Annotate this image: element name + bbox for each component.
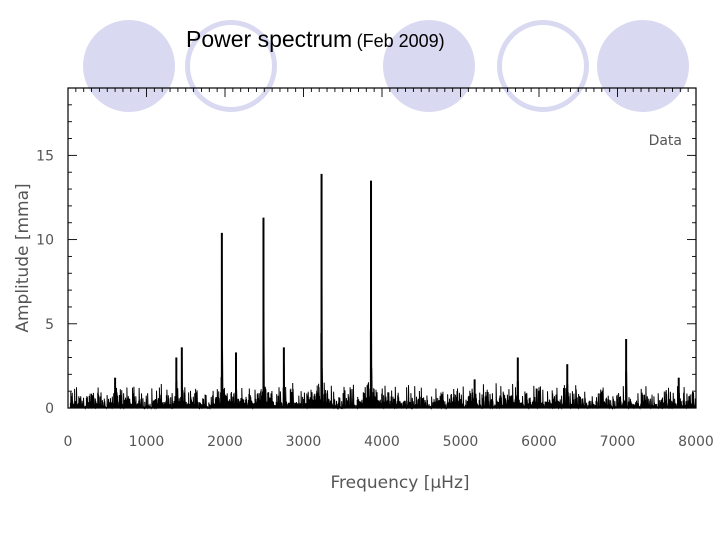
slide-title: Power spectrum (Feb 2009)	[186, 26, 445, 53]
legend-entry-data: Data	[649, 133, 682, 149]
x-tick-label: 7000	[600, 434, 636, 450]
decor-circle-1	[83, 20, 175, 112]
x-axis-label: Frequency [μHz]	[330, 473, 469, 493]
y-tick-label: 15	[36, 148, 54, 164]
y-axis-label: Amplitude [mma]	[13, 183, 33, 332]
decor-circle-4	[497, 20, 589, 112]
decor-circle-3	[383, 20, 475, 112]
plot-frame	[67, 87, 697, 409]
y-tick-label: 10	[36, 233, 54, 249]
y-tick-label: 0	[45, 401, 54, 417]
x-tick-label: 1000	[129, 434, 165, 450]
x-tick-label: 2000	[207, 434, 243, 450]
x-tick-label: 8000	[678, 434, 714, 450]
x-tick-label: 3000	[286, 434, 322, 450]
x-tick-label: 6000	[521, 434, 557, 450]
y-tick-label: 5	[45, 317, 54, 333]
spectrum-series-line	[69, 191, 697, 410]
slide-title-main: Power spectrum	[186, 26, 353, 52]
slide-title-suffix: (Feb 2009)	[356, 31, 445, 51]
x-tick-label: 4000	[364, 434, 400, 450]
decor-circle-2	[185, 20, 277, 112]
decor-circle-5	[597, 20, 689, 112]
x-tick-label: 0	[64, 434, 73, 450]
x-tick-label: 5000	[443, 434, 479, 450]
